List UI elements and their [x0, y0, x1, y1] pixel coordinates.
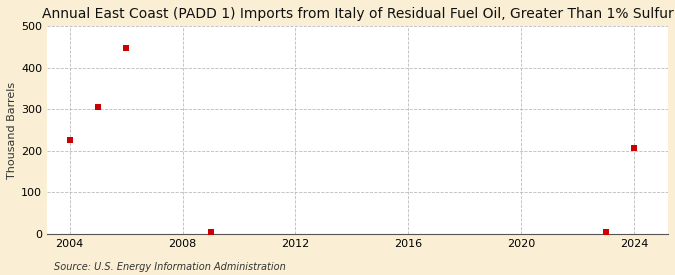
Text: Source: U.S. Energy Information Administration: Source: U.S. Energy Information Administ… [54, 262, 286, 272]
Point [121, 46, 132, 51]
Point [205, 230, 216, 235]
Y-axis label: Thousand Barrels: Thousand Barrels [7, 82, 17, 179]
Point [92, 105, 103, 109]
Point [64, 138, 75, 143]
Title: Annual East Coast (PADD 1) Imports from Italy of Residual Fuel Oil, Greater Than: Annual East Coast (PADD 1) Imports from … [42, 7, 674, 21]
Point [629, 146, 640, 150]
Point [601, 230, 612, 235]
